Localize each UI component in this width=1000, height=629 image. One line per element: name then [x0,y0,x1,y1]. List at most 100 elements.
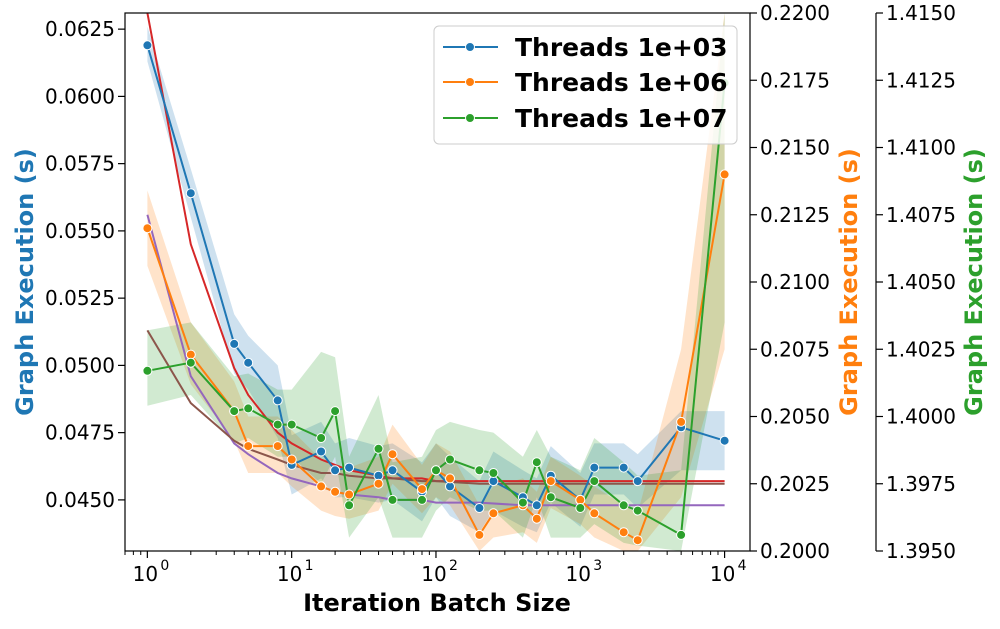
point-series-2 [286,419,297,430]
x-tick-exponent: 3 [593,558,602,574]
point-series-1 [330,486,341,497]
y-tick-label-right2: 1.3950 [886,539,956,563]
point-series-2 [243,403,254,414]
point-series-2 [431,465,441,476]
point-series-2 [589,476,600,487]
point-series-2 [272,419,283,430]
x-tick-label: 10 [133,562,158,586]
point-series-1 [417,484,427,495]
point-series-1 [589,508,600,519]
point-series-0 [632,476,643,487]
point-series-2 [676,529,687,540]
point-series-0 [185,188,196,199]
y-tick-label-right1: 0.2075 [760,337,830,361]
y-axis-ticks: 0.0450 0.0475 0.0500 0.0525 0.0550 0.0575 0.06… [45,1,956,563]
point-series-2 [417,494,427,505]
y-tick-label-right1: 0.2025 [760,472,830,496]
legend-label-2: Threads 1e+07 [515,104,728,133]
point-series-2 [229,406,240,417]
point-series-1 [142,223,153,234]
y-tick-label-right1: 0.2100 [760,270,830,294]
x-tick-exponent: 2 [449,558,458,574]
point-series-1 [719,169,730,180]
y-tick-label-right2: 1.4075 [886,203,956,227]
point-series-2 [575,503,586,513]
band-series-2 [147,13,725,551]
point-series-1 [474,529,485,540]
legend: Threads 1e+03 Threads 1e+06 Threads 1e+0… [433,25,738,145]
y-tick-label-right2: 1.4125 [886,68,956,92]
y-tick-label-left: 0.0550 [45,219,115,243]
y-tick-label-left: 0.0525 [45,286,115,310]
x-tick-label: 10 [277,562,302,586]
point-series-1 [531,513,542,524]
x-tick-label: 10 [421,562,446,586]
x-tick-exponent: 4 [738,558,747,574]
point-series-0 [330,465,341,476]
point-series-0 [344,462,355,473]
legend-label-1: Threads 1e+06 [515,68,728,97]
point-series-0 [142,40,153,51]
y-tick-label-left: 0.0450 [45,488,115,512]
x-axis-label: Iteration Batch Size [303,589,571,617]
legend-marker-0 [465,42,475,52]
legend-box [433,25,738,145]
series-points [142,40,730,546]
point-series-0 [316,446,327,457]
point-series-1 [286,454,297,465]
point-series-2 [531,457,542,468]
y-tick-label-left: 0.0500 [45,353,115,377]
point-series-2 [373,443,384,454]
x-axis-ticks: 10 0 10 1 10 2 10 3 10 4 [124,551,747,586]
point-series-2 [185,357,196,368]
y-tick-label-right1: 0.2125 [760,203,830,227]
point-series-0 [589,462,600,473]
point-series-2 [142,365,153,376]
point-series-2 [474,465,485,476]
point-series-1 [272,441,283,452]
point-series-1 [632,535,643,546]
y-tick-label-right2: 1.4100 [886,136,956,160]
legend-marker-1 [465,77,475,87]
point-series-2 [488,468,499,478]
point-series-2 [545,492,556,503]
y-tick-label-left: 0.0475 [45,421,115,445]
point-series-2 [445,454,455,465]
point-series-2 [387,494,398,505]
y-tick-label-right2: 1.4050 [886,270,956,294]
y-tick-label-right1: 0.2175 [760,68,830,92]
y-tick-label-left: 0.0600 [45,84,115,108]
x-tick-exponent: 1 [305,558,314,574]
y-axis-label-left: Graph Execution (s) [11,148,39,416]
point-series-0 [474,503,485,513]
y-tick-label-right1: 0.2000 [760,539,830,563]
point-series-2 [316,433,327,443]
point-series-2 [618,500,629,511]
point-series-0 [387,465,398,476]
legend-label-0: Threads 1e+03 [515,33,728,62]
y-tick-label-right2: 1.4000 [886,405,956,429]
x-tick-label: 10 [566,562,591,586]
band-series-1 [147,13,725,551]
point-series-0 [531,500,542,511]
point-series-2 [517,497,528,508]
y-tick-label-right1: 0.2050 [760,405,830,429]
point-series-1 [344,489,355,500]
y-axis-label-right1: Graph Execution (s) [835,148,863,416]
legend-marker-2 [465,113,475,123]
point-series-1 [316,481,327,492]
y-tick-label-left: 0.0575 [45,152,115,176]
point-series-0 [719,435,730,446]
point-series-0 [243,357,254,368]
x-tick-label: 10 [710,562,735,586]
x-tick-exponent: 0 [160,558,169,574]
point-series-2 [632,505,643,516]
point-series-1 [445,473,455,484]
point-series-1 [373,478,384,489]
point-series-2 [344,500,355,511]
point-series-2 [330,406,341,417]
point-series-0 [618,462,629,473]
point-series-0 [272,395,283,406]
point-series-1 [243,441,254,452]
